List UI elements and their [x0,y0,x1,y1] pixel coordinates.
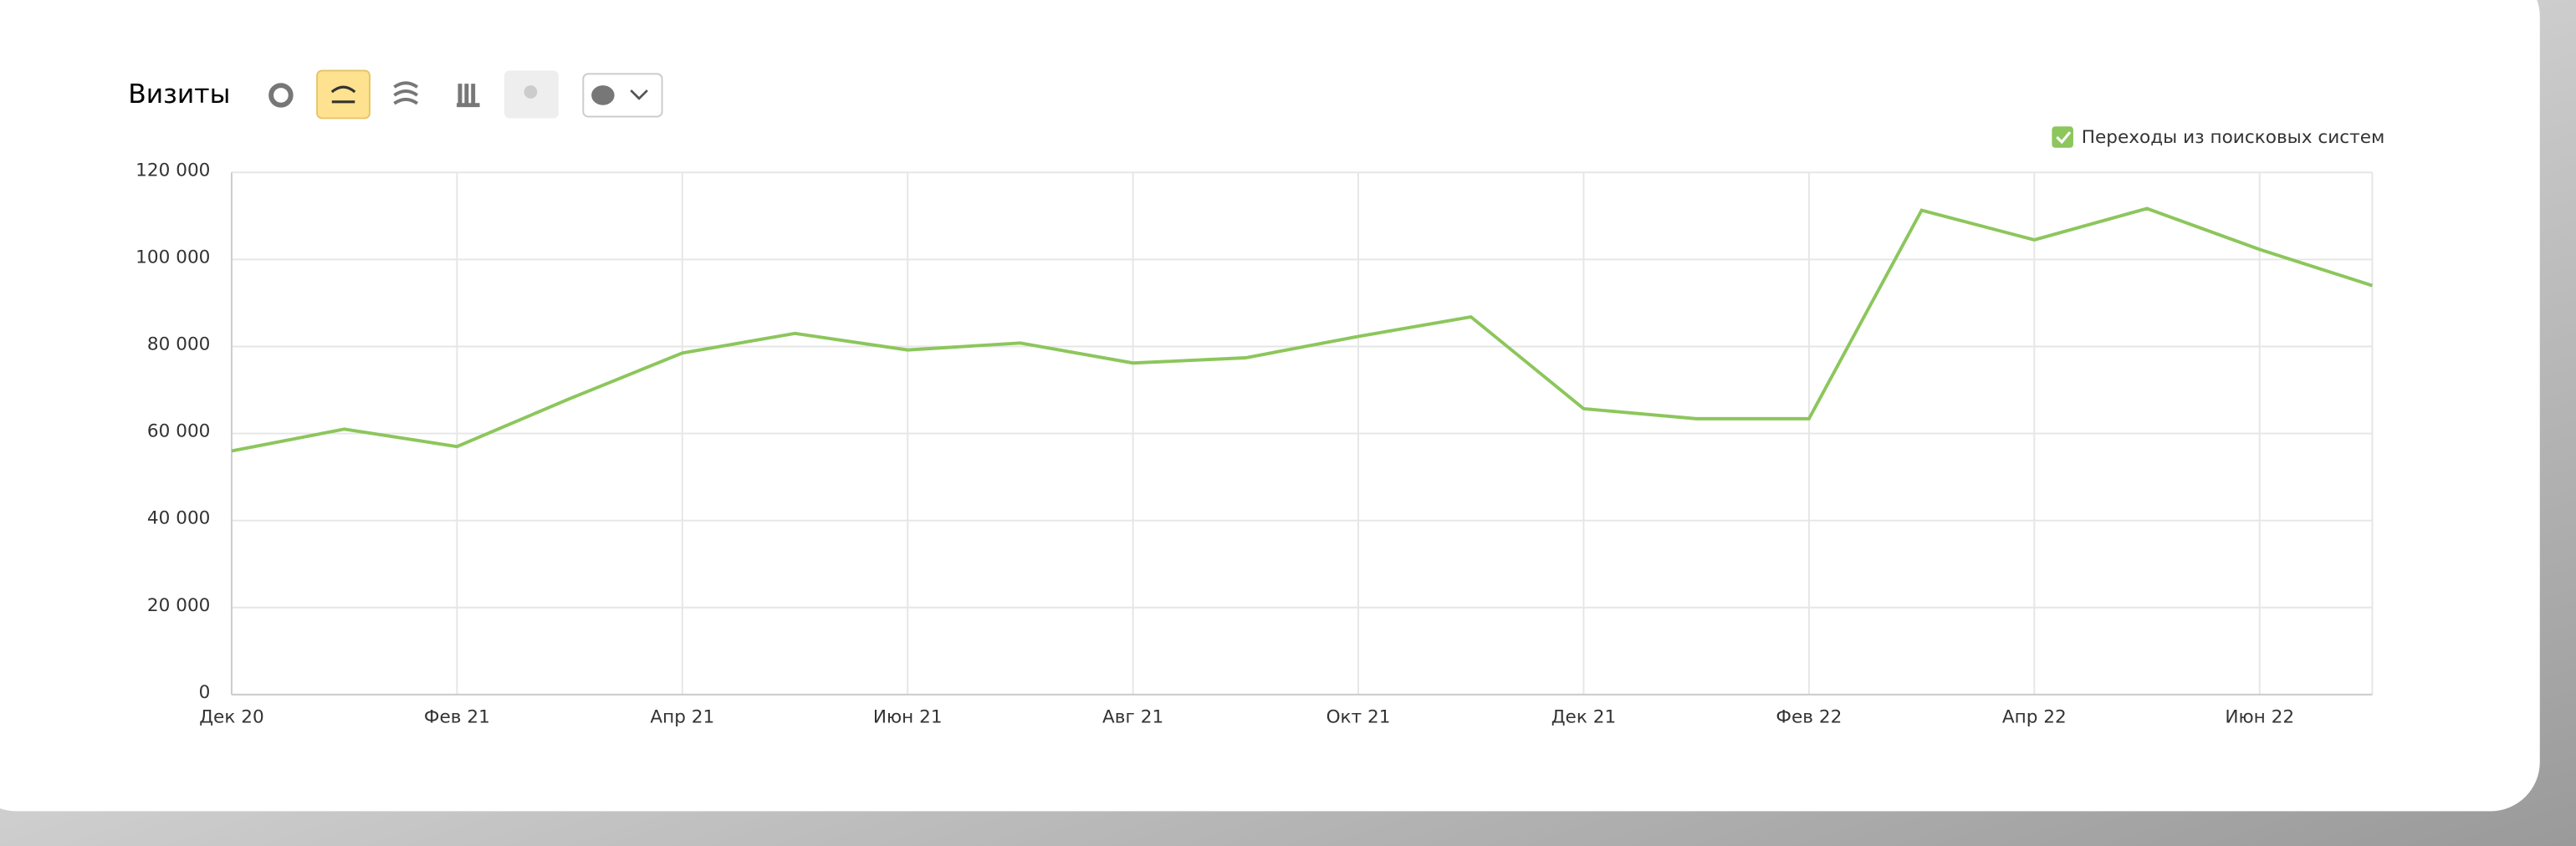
line-button[interactable] [316,69,371,120]
y-tick-label: 80 000 [147,334,211,355]
y-tick-label: 100 000 [135,247,210,268]
legend: Переходы из поисковых систем [2052,126,2384,148]
pie-button[interactable] [268,83,294,108]
x-tick-label: Апр 21 [650,706,714,727]
x-tick-label: Дек 20 [199,706,264,727]
y-tick-label: 40 000 [147,508,211,529]
x-tick-label: Авг 21 [1102,706,1163,727]
map-button[interactable] [504,70,559,119]
toolbar [268,69,663,120]
x-tick-label: Апр 22 [2002,706,2067,727]
y-tick-label: 120 000 [135,160,210,181]
x-tick-label: Июн 22 [2225,706,2294,727]
legend-label: Переходы из поисковых систем [2082,127,2385,148]
x-tick-label: Фев 22 [1776,706,1842,727]
x-tick-label: Дек 21 [1551,706,1617,727]
comments-button[interactable] [582,73,663,118]
y-tick-label: 0 [199,682,211,703]
y-tick-label: 60 000 [147,421,211,442]
card [0,0,2540,812]
chart-title: Визиты [128,79,230,110]
x-tick-label: Июн 21 [873,706,943,727]
area-button[interactable] [393,81,419,105]
check-mark [2056,131,2072,145]
plot: 0 20 000 40 000 60 000 80 000 100 000 120 000 Д… [135,160,2374,727]
x-tick-label: Окт 21 [1326,706,1391,727]
legend-checkbox[interactable] [2052,126,2073,148]
series-line [231,206,2374,453]
bar-button[interactable] [457,84,480,108]
y-tick-label: 20 000 [147,595,211,616]
x-tick-label: Фев 21 [424,706,490,727]
